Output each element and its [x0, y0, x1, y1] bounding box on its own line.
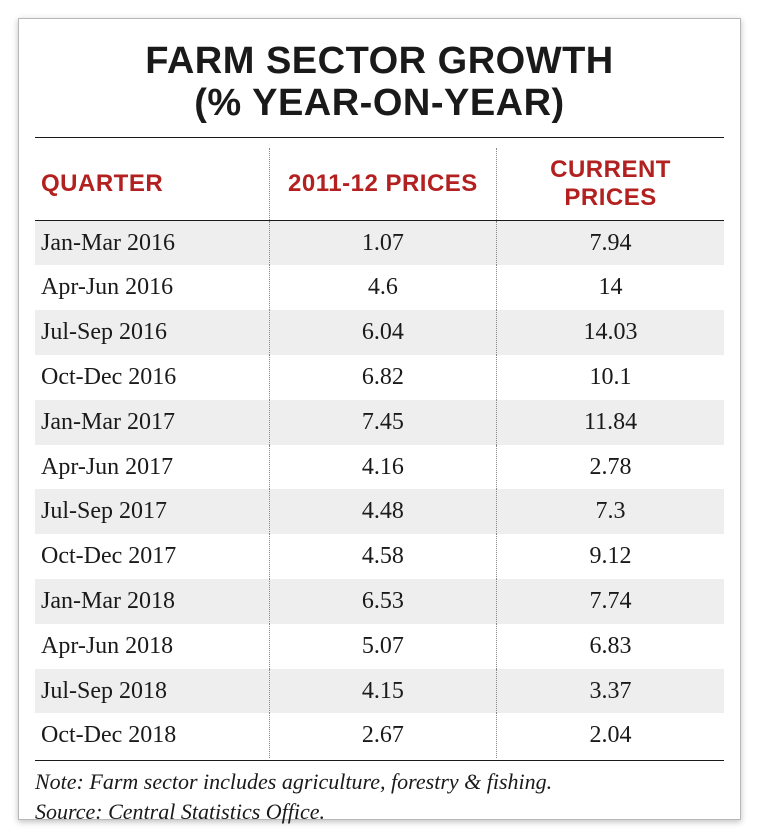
cell-2011-12: 6.82 [269, 355, 496, 400]
cell-current: 10.1 [497, 355, 724, 400]
data-panel: FARM SECTOR GROWTH (% YEAR-ON-YEAR) QUAR… [18, 18, 741, 820]
cell-2011-12: 2.67 [269, 713, 496, 758]
cell-2011-12: 6.53 [269, 579, 496, 624]
table-row: Apr-Jun 2018 5.07 6.83 [35, 624, 724, 669]
cell-current: 11.84 [497, 400, 724, 445]
cell-2011-12: 6.04 [269, 310, 496, 355]
cell-quarter: Oct-Dec 2016 [35, 355, 269, 400]
col-header-quarter: QUARTER [35, 148, 269, 221]
cell-current: 14 [497, 265, 724, 310]
cell-quarter: Apr-Jun 2017 [35, 445, 269, 490]
cell-quarter: Jul-Sep 2017 [35, 489, 269, 534]
cell-2011-12: 4.16 [269, 445, 496, 490]
cell-quarter: Jul-Sep 2016 [35, 310, 269, 355]
cell-current: 7.3 [497, 489, 724, 534]
cell-quarter: Oct-Dec 2018 [35, 713, 269, 758]
cell-2011-12: 7.45 [269, 400, 496, 445]
page-container: FARM SECTOR GROWTH (% YEAR-ON-YEAR) QUAR… [0, 0, 759, 838]
cell-current: 7.74 [497, 579, 724, 624]
note-line-1: Note: Farm sector includes agriculture, … [35, 767, 724, 797]
cell-current: 3.37 [497, 669, 724, 714]
table-row: Jul-Sep 2016 6.04 14.03 [35, 310, 724, 355]
cell-current: 2.04 [497, 713, 724, 758]
title-block: FARM SECTOR GROWTH (% YEAR-ON-YEAR) [35, 37, 724, 137]
table-row: Jan-Mar 2018 6.53 7.74 [35, 579, 724, 624]
cell-quarter: Oct-Dec 2017 [35, 534, 269, 579]
table-header: QUARTER 2011-12 PRICES CURRENT PRICES [35, 148, 724, 221]
title-line-1: FARM SECTOR GROWTH [35, 41, 724, 83]
table-row: Apr-Jun 2016 4.6 14 [35, 265, 724, 310]
cell-current: 6.83 [497, 624, 724, 669]
cell-2011-12: 4.6 [269, 265, 496, 310]
cell-2011-12: 5.07 [269, 624, 496, 669]
table-body: Jan-Mar 2016 1.07 7.94 Apr-Jun 2016 4.6 … [35, 220, 724, 758]
cell-2011-12: 4.48 [269, 489, 496, 534]
cell-quarter: Jan-Mar 2017 [35, 400, 269, 445]
title-rule [35, 137, 724, 138]
cell-current: 9.12 [497, 534, 724, 579]
col-header-2011-12: 2011-12 PRICES [269, 148, 496, 221]
cell-quarter: Jan-Mar 2018 [35, 579, 269, 624]
cell-quarter: Jan-Mar 2016 [35, 220, 269, 265]
note-line-2: Source: Central Statistics Office. [35, 797, 724, 827]
cell-2011-12: 4.58 [269, 534, 496, 579]
table-row: Jul-Sep 2018 4.15 3.37 [35, 669, 724, 714]
col-header-current: CURRENT PRICES [497, 148, 724, 221]
cell-quarter: Apr-Jun 2018 [35, 624, 269, 669]
cell-current: 7.94 [497, 220, 724, 265]
cell-2011-12: 4.15 [269, 669, 496, 714]
table-row: Jul-Sep 2017 4.48 7.3 [35, 489, 724, 534]
table-row: Oct-Dec 2018 2.67 2.04 [35, 713, 724, 758]
table-row: Jan-Mar 2017 7.45 11.84 [35, 400, 724, 445]
table-row: Oct-Dec 2016 6.82 10.1 [35, 355, 724, 400]
title-line-2: (% YEAR-ON-YEAR) [35, 83, 724, 125]
note-block: Note: Farm sector includes agriculture, … [35, 760, 724, 826]
cell-current: 2.78 [497, 445, 724, 490]
growth-table: QUARTER 2011-12 PRICES CURRENT PRICES Ja… [35, 148, 724, 759]
cell-current: 14.03 [497, 310, 724, 355]
cell-quarter: Jul-Sep 2018 [35, 669, 269, 714]
table-row: Oct-Dec 2017 4.58 9.12 [35, 534, 724, 579]
table-header-row: QUARTER 2011-12 PRICES CURRENT PRICES [35, 148, 724, 221]
cell-2011-12: 1.07 [269, 220, 496, 265]
table-row: Jan-Mar 2016 1.07 7.94 [35, 220, 724, 265]
table-row: Apr-Jun 2017 4.16 2.78 [35, 445, 724, 490]
cell-quarter: Apr-Jun 2016 [35, 265, 269, 310]
